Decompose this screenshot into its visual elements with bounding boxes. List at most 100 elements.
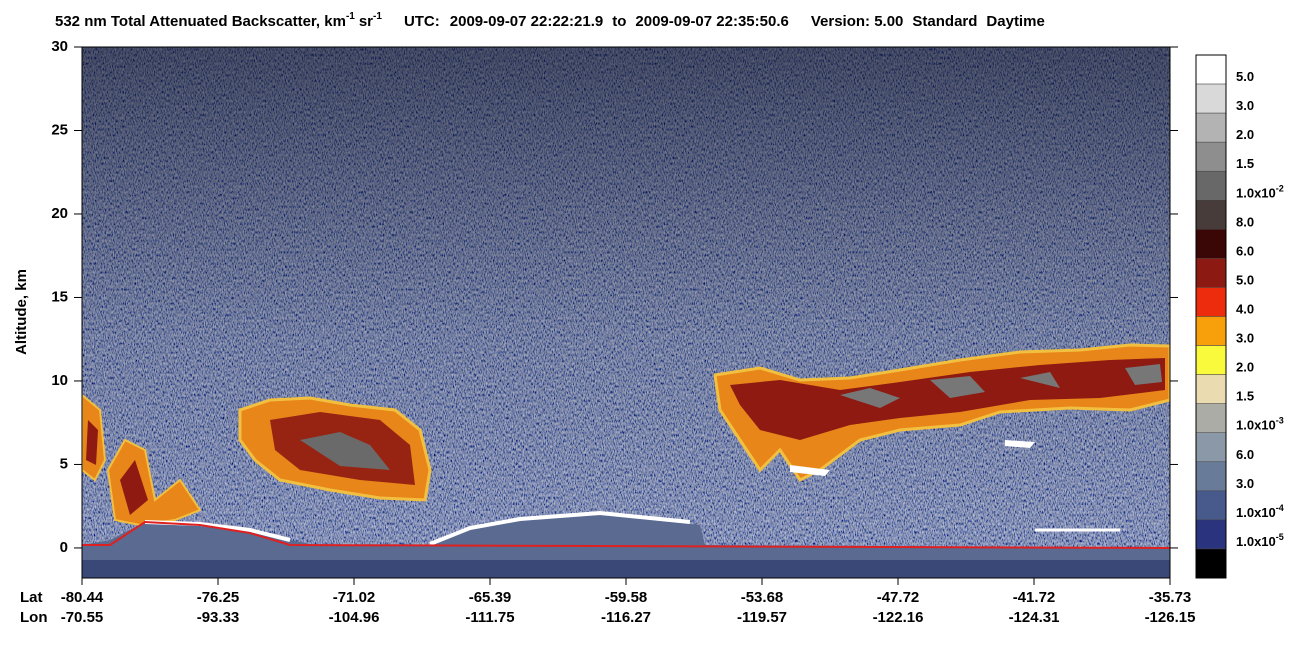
colorbar-label: 2.0 bbox=[1236, 360, 1254, 375]
x-tick-label: -124.31 bbox=[1009, 609, 1060, 626]
chart-title: 532 nm Total Attenuated Backscatter, km-… bbox=[55, 11, 1045, 30]
colorbar-swatch bbox=[1195, 519, 1227, 550]
colorbar-swatch bbox=[1195, 345, 1227, 375]
colorbar-swatch bbox=[1195, 432, 1227, 463]
x-tick-label: -70.55 bbox=[61, 609, 104, 626]
colorbar-label: 5.0 bbox=[1236, 273, 1254, 288]
colorbar-swatch bbox=[1195, 200, 1227, 230]
colorbar-label-text: 6.0 bbox=[1236, 447, 1254, 462]
title-version: Version: 5.00 bbox=[811, 13, 904, 30]
x-tick-label: -53.68 bbox=[741, 589, 784, 606]
colorbar-swatch bbox=[1195, 54, 1227, 85]
colorbar-swatch bbox=[1195, 258, 1227, 288]
colorbar-label: 6.0 bbox=[1236, 447, 1254, 462]
x-row-label: Lon bbox=[20, 609, 48, 626]
colorbar-label-text: 8.0 bbox=[1236, 215, 1254, 230]
colorbar-swatch bbox=[1195, 112, 1227, 143]
cloud-thin bbox=[790, 440, 1035, 476]
colorbar-label-text: 1.0x10 bbox=[1236, 418, 1276, 433]
x-tick-label: -47.72 bbox=[877, 589, 920, 606]
colorbar-label-text: 2.0 bbox=[1236, 360, 1254, 375]
colorbar-label-text: 1.0x10 bbox=[1236, 186, 1276, 201]
title-unit: sr bbox=[359, 13, 373, 30]
colorbar-label: 5.0 bbox=[1236, 69, 1254, 84]
colorbar-swatch bbox=[1195, 229, 1227, 259]
x-tick-label: -126.15 bbox=[1145, 609, 1196, 626]
colorbar-label-text: 5.0 bbox=[1236, 69, 1254, 84]
colorbar-label-text: 5.0 bbox=[1236, 273, 1254, 288]
title-start: 2009-09-07 22:22:21.9 bbox=[450, 13, 603, 30]
cloud bbox=[82, 393, 202, 527]
colorbar-label-exponent: -3 bbox=[1276, 416, 1284, 426]
y-tick-label: 15 bbox=[51, 288, 68, 305]
colorbar-swatch bbox=[1195, 316, 1227, 346]
x-tick-label: -71.02 bbox=[333, 589, 376, 606]
colorbar-label: 3.0 bbox=[1236, 331, 1254, 346]
x-tick-label: -111.75 bbox=[465, 609, 514, 626]
cloud-core bbox=[840, 364, 1162, 408]
y-tick-label: 0 bbox=[60, 539, 68, 556]
x-tick-label: -65.39 bbox=[469, 589, 512, 606]
colorbar-label-exponent: -2 bbox=[1276, 184, 1284, 194]
cloud-core bbox=[730, 358, 1165, 440]
title-time: Daytime bbox=[986, 13, 1044, 30]
x-tick-label: -122.16 bbox=[873, 609, 924, 626]
y-tick-label: 30 bbox=[51, 38, 68, 55]
y-axis-title: Altitude, km bbox=[13, 269, 30, 355]
colorbar-label-text: 2.0 bbox=[1236, 128, 1254, 143]
subsurface bbox=[82, 560, 1170, 578]
colorbar-label-exponent: -4 bbox=[1276, 503, 1284, 513]
title-utc: UTC: bbox=[404, 13, 440, 30]
colorbar-swatch bbox=[1195, 403, 1227, 433]
title-to: to bbox=[612, 13, 626, 30]
colorbar-label-text: 4.0 bbox=[1236, 302, 1254, 317]
x-tick-label: -119.57 bbox=[737, 609, 787, 626]
colorbar-label: 6.0 bbox=[1236, 244, 1254, 259]
colorbar-label-text: 1.0x10 bbox=[1236, 534, 1276, 549]
colorbar-label: 3.0 bbox=[1236, 476, 1254, 491]
title-end: 2009-09-07 22:35:50.6 bbox=[635, 13, 788, 30]
x-row-label: Lat bbox=[20, 589, 43, 606]
x-tick-label: -80.44 bbox=[61, 589, 104, 606]
colorbar-label-text: 3.0 bbox=[1236, 476, 1254, 491]
colorbar-label-text: 1.5 bbox=[1236, 389, 1254, 404]
x-tick-label: -41.72 bbox=[1013, 589, 1056, 606]
colorbar-label-text: 1.5 bbox=[1236, 157, 1254, 172]
colorbar-label: 1.5 bbox=[1236, 157, 1254, 172]
cloud-core bbox=[300, 432, 390, 470]
colorbar-label: 3.0 bbox=[1236, 99, 1254, 114]
colorbar-swatch bbox=[1195, 287, 1227, 317]
curtain-image bbox=[82, 47, 1170, 578]
y-tick-label: 5 bbox=[60, 455, 68, 472]
colorbar-swatch bbox=[1195, 141, 1227, 172]
surface-elevation bbox=[82, 520, 1170, 549]
colorbar-swatch bbox=[1195, 170, 1227, 201]
cloud-core bbox=[86, 420, 148, 515]
colorbar-label-text: 6.0 bbox=[1236, 244, 1254, 259]
y-tick-label: 25 bbox=[51, 121, 68, 138]
title-exponent: -1 bbox=[346, 11, 355, 22]
title-exponent: -1 bbox=[373, 11, 382, 22]
y-tick-label: 10 bbox=[51, 372, 68, 389]
x-tick-label: -59.58 bbox=[605, 589, 648, 606]
y-tick-label: 20 bbox=[51, 205, 68, 222]
colorbar-label-text: 1.0x10 bbox=[1236, 505, 1276, 520]
colorbar-label-exponent: -5 bbox=[1276, 532, 1284, 542]
colorbar-label: 1.0x10-4 bbox=[1236, 503, 1284, 520]
colorbar-swatch bbox=[1195, 374, 1227, 404]
colorbar-swatch bbox=[1195, 490, 1227, 521]
colorbar-label: 4.0 bbox=[1236, 302, 1254, 317]
colorbar-label: 1.0x10-2 bbox=[1236, 184, 1284, 201]
colorbar-label: 1.0x10-3 bbox=[1236, 416, 1284, 433]
x-tick-label: -104.96 bbox=[329, 609, 380, 626]
x-tick-label: -35.73 bbox=[1149, 589, 1192, 606]
colorbar-swatch bbox=[1195, 461, 1227, 492]
colorbar-label-text: 3.0 bbox=[1236, 99, 1254, 114]
title-product: Standard bbox=[912, 13, 977, 30]
colorbar-label: 1.5 bbox=[1236, 389, 1254, 404]
colorbar-label-text: 3.0 bbox=[1236, 331, 1254, 346]
colorbar-label: 2.0 bbox=[1236, 128, 1254, 143]
colorbar-swatch bbox=[1195, 548, 1227, 579]
colorbar: 5.03.02.01.51.0x10-28.06.05.04.03.02.01.… bbox=[1195, 54, 1284, 579]
